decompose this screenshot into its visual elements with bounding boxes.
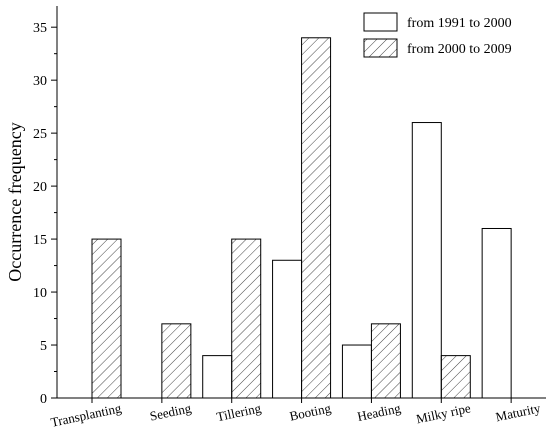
- legend-swatch-series-1: [363, 12, 398, 32]
- x-tick-label: Milky ripe: [415, 400, 472, 426]
- x-tick-label: Tillering: [215, 400, 263, 424]
- y-axis-ticks: 0 5 10 15 20 25 30 35: [33, 21, 57, 407]
- bar-milky-ripe-series-1: [411, 122, 442, 399]
- bar-booting-series-2: [301, 37, 332, 399]
- bar-seeding-series-2: [161, 323, 192, 399]
- x-tick-label: Transplanting: [49, 400, 123, 430]
- bar-heading-series-2: [370, 323, 401, 399]
- bar-transplanting-series-2: [91, 238, 122, 399]
- y-tick-label: 15: [33, 233, 47, 248]
- legend-label-series-1: from 1991 to 2000: [407, 16, 512, 31]
- bar-tillering-series-2: [231, 238, 262, 399]
- bar-booting-series-1: [272, 259, 303, 399]
- x-tick-label: Heading: [356, 400, 403, 424]
- bar-tillering-series-1: [202, 355, 233, 399]
- y-tick-label: 35: [33, 21, 47, 36]
- bar-maturity-series-1: [481, 227, 512, 399]
- y-axis-title: Occurrence frequency: [5, 122, 25, 281]
- y-tick-label: 0: [40, 392, 47, 407]
- x-tick-label: Booting: [288, 400, 333, 423]
- y-tick-label: 10: [33, 286, 47, 301]
- y-tick-label: 30: [33, 74, 47, 89]
- y-tick-label: 5: [40, 339, 47, 354]
- x-tick-label: Maturity: [494, 400, 542, 424]
- legend-swatch-series-2: [363, 38, 398, 58]
- bar-milky-ripe-series-2: [440, 355, 471, 399]
- y-tick-label: 20: [33, 180, 47, 195]
- x-axis-ticks: Transplanting Seeding Tillering Booting Head…: [49, 398, 542, 430]
- bars-group: [91, 37, 512, 399]
- legend-label-series-2: from 2000 to 2009: [407, 42, 512, 57]
- bar-heading-series-1: [341, 344, 372, 399]
- x-tick-label: Seeding: [148, 400, 193, 423]
- y-tick-label: 25: [33, 127, 47, 142]
- legend: from 1991 to 2000 from 2000 to 2009: [363, 12, 512, 58]
